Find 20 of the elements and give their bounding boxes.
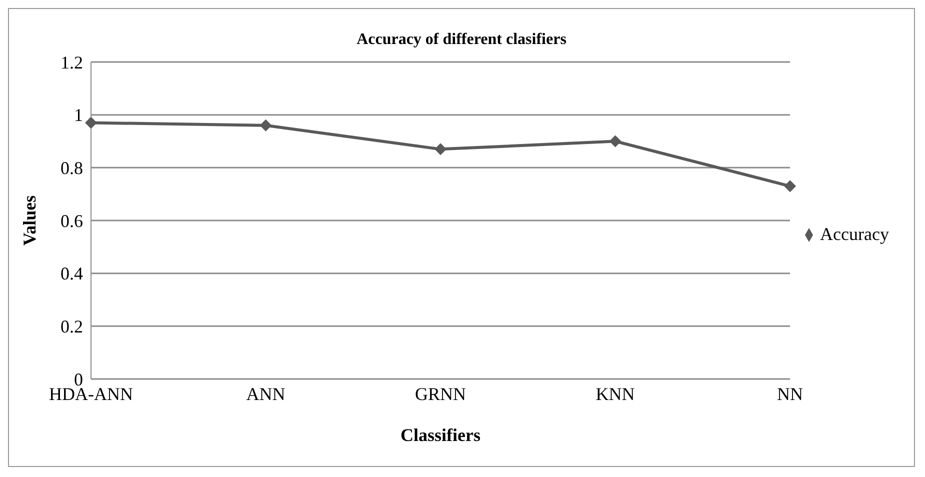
y-tick-label: 1.2: [60, 52, 83, 72]
point: [434, 143, 447, 156]
x-axis-title: Classifiers: [400, 425, 481, 445]
point: [609, 135, 622, 148]
y-tick-label: 0.8: [60, 158, 83, 178]
chart-title: Accuracy of different clasifiers: [356, 31, 568, 49]
x-tick-label: GRNN: [415, 384, 466, 404]
x-tick-label: KNN: [596, 384, 635, 404]
point: [784, 180, 796, 192]
y-tick-label: 1: [74, 105, 83, 126]
y-axis-title: Values: [19, 195, 40, 246]
y-tick-label: 0.4: [60, 264, 83, 284]
point: [260, 119, 272, 132]
x-tick-label: NN: [777, 384, 804, 404]
point: [85, 116, 97, 129]
y-tick-label: 0.6: [60, 210, 83, 231]
y-tick-label: 0.2: [60, 316, 83, 337]
x-tick-label: ANN: [246, 384, 286, 404]
y-tick-label: 0: [74, 369, 83, 390]
legend-label: Accuracy: [820, 224, 889, 244]
